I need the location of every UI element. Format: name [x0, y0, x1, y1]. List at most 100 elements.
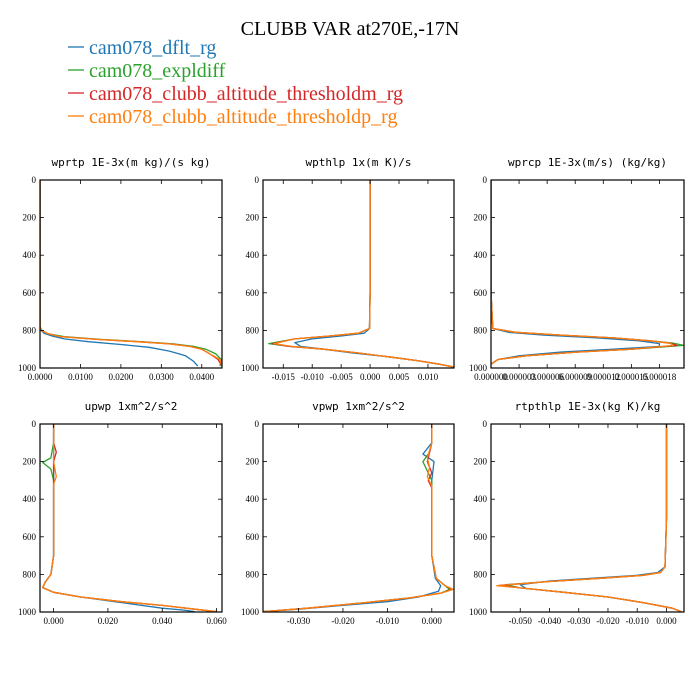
- series-line: [263, 424, 454, 612]
- x-tick-label: 0.000009: [558, 372, 592, 382]
- series-line: [40, 180, 199, 367]
- legend-label: cam078_dflt_rg: [89, 37, 216, 59]
- y-tick-label: 400: [474, 494, 488, 504]
- x-tick-label: 0.0400: [189, 372, 214, 382]
- x-tick-label: -0.020: [596, 616, 620, 626]
- x-tick-label: -0.030: [287, 616, 311, 626]
- panels: wprtp 1E-3x(m kg)/(s kg) 0 200 400 600 800 100…: [18, 156, 685, 626]
- series-line: [42, 424, 217, 612]
- x-tick-label: 0.000003: [502, 372, 536, 382]
- series-line: [273, 180, 454, 368]
- x-tick-label: 0.000015: [614, 372, 648, 382]
- y-tick-label: 400: [246, 250, 260, 260]
- legend-label: cam078_clubb_altitude_thresholdm_rg: [89, 83, 403, 105]
- y-tick-label: 1000: [241, 363, 260, 373]
- x-tick-label: 0.010: [418, 372, 439, 382]
- panel-title: wpthlp 1x(m K)/s: [306, 156, 412, 169]
- x-tick-label: 0.000006: [530, 372, 564, 382]
- y-tick-label: 800: [23, 569, 37, 579]
- y-tick-label: 1000: [18, 363, 37, 373]
- chart-panel: wpthlp 1x(m K)/s02004006008001000-0.015-…: [241, 156, 455, 382]
- y-tick-label: 800: [474, 325, 488, 335]
- series-line: [40, 180, 222, 367]
- y-tick-label: 600: [23, 532, 37, 542]
- x-tick-label: 0.000: [360, 372, 381, 382]
- x-tick-label: 0.040: [152, 616, 173, 626]
- x-tick-label: -0.015: [272, 372, 296, 382]
- y-tick-label: 0: [483, 175, 488, 185]
- y-tick-label: 600: [474, 288, 488, 298]
- chart-panel: wprtp 1E-3x(m kg)/(s kg) 0 200 400 600 800 100…: [18, 156, 223, 382]
- series-line: [491, 180, 675, 365]
- plot-frame: [39, 179, 223, 369]
- y-tick-label: 400: [246, 494, 260, 504]
- legend-entry: cam078_clubb_altitude_thresholdp_rg: [68, 106, 397, 128]
- y-tick-label: 200: [474, 213, 488, 223]
- x-tick-label: 0.020: [98, 616, 119, 626]
- x-tick-label: -0.010: [376, 616, 400, 626]
- y-tick-label: 200: [474, 457, 488, 467]
- series-group: [268, 180, 454, 368]
- x-tick-label: 0.0300: [149, 372, 174, 382]
- series-group: [40, 180, 222, 367]
- y-tick-label: 1000: [18, 607, 37, 617]
- y-tick-label: 0: [255, 175, 260, 185]
- chart-panel: rtpthlp 1E-3x(kg K)/kg 0 200 400 600 800 1000 -…: [469, 400, 685, 626]
- y-tick-label: 0: [255, 419, 260, 429]
- y-tick-label: 0: [32, 175, 37, 185]
- x-tick-label: -0.010: [626, 616, 650, 626]
- chart-panel: wprcp 1E-3x(m/s) (kg/kg) 0 200 400 600 800 100…: [469, 156, 685, 382]
- y-tick-label: 1000: [241, 607, 260, 617]
- x-tick-label: 0.000012: [586, 372, 620, 382]
- y-tick-label: 0: [483, 419, 488, 429]
- series-group: [496, 424, 682, 612]
- x-tick-label: 0.0200: [109, 372, 134, 382]
- legend-label: cam078_expldiff: [89, 60, 226, 82]
- y-tick-label: 600: [246, 288, 260, 298]
- y-tick-label: 600: [23, 288, 37, 298]
- series-group: [42, 424, 217, 612]
- panel-title: wprcp 1E-3x(m/s) (kg/kg): [508, 156, 667, 169]
- x-tick-label: 0.005: [389, 372, 410, 382]
- legend: cam078_dflt_rg cam078_expldiff cam078_cl…: [68, 37, 403, 128]
- chart-panel: vpwp 1xm^2/s^2 0 200 400 600 800 1000 -0.030 -0.…: [241, 400, 455, 626]
- plot-frame: [39, 423, 223, 613]
- y-tick-label: 1000: [469, 607, 488, 617]
- y-tick-label: 1000: [469, 363, 488, 373]
- panel-title: wprtp 1E-3x(m kg)/(s kg): [52, 156, 211, 169]
- x-tick-label: 0.000: [422, 616, 443, 626]
- y-tick-label: 200: [246, 457, 260, 467]
- plot-frame: [490, 423, 685, 613]
- legend-entry: cam078_expldiff: [68, 60, 226, 82]
- x-tick-label: -0.050: [509, 616, 533, 626]
- y-tick-label: 200: [23, 213, 37, 223]
- series-line: [491, 180, 661, 365]
- legend-entry: cam078_clubb_altitude_thresholdm_rg: [68, 83, 403, 105]
- x-tick-label: 0.0100: [68, 372, 93, 382]
- y-tick-label: 400: [23, 494, 37, 504]
- x-tick-label: 0.000: [656, 616, 677, 626]
- x-tick-label: 0.000018: [643, 372, 677, 382]
- series-group: [491, 180, 684, 365]
- plot-frame: [490, 179, 685, 369]
- x-tick-label: -0.005: [330, 372, 354, 382]
- panel-title: vpwp 1xm^2/s^2: [312, 400, 405, 413]
- y-tick-label: 600: [246, 532, 260, 542]
- plot-frame: [262, 423, 455, 613]
- x-tick-label: -0.030: [567, 616, 591, 626]
- panel-title: rtpthlp 1E-3x(kg K)/kg: [515, 400, 661, 413]
- x-tick-label: -0.040: [538, 616, 562, 626]
- y-tick-label: 200: [246, 213, 260, 223]
- x-tick-label: -0.020: [331, 616, 355, 626]
- y-tick-label: 200: [23, 457, 37, 467]
- y-tick-label: 800: [246, 569, 260, 579]
- x-tick-label: 0.060: [206, 616, 227, 626]
- x-tick-label: -0.010: [301, 372, 325, 382]
- x-tick-label: 0.000: [43, 616, 64, 626]
- legend-entry: cam078_dflt_rg: [68, 37, 216, 59]
- series-line: [263, 424, 442, 612]
- figure-title: CLUBB VAR at270E,-17N: [241, 18, 460, 40]
- y-tick-label: 400: [474, 250, 488, 260]
- y-tick-label: 0: [32, 419, 37, 429]
